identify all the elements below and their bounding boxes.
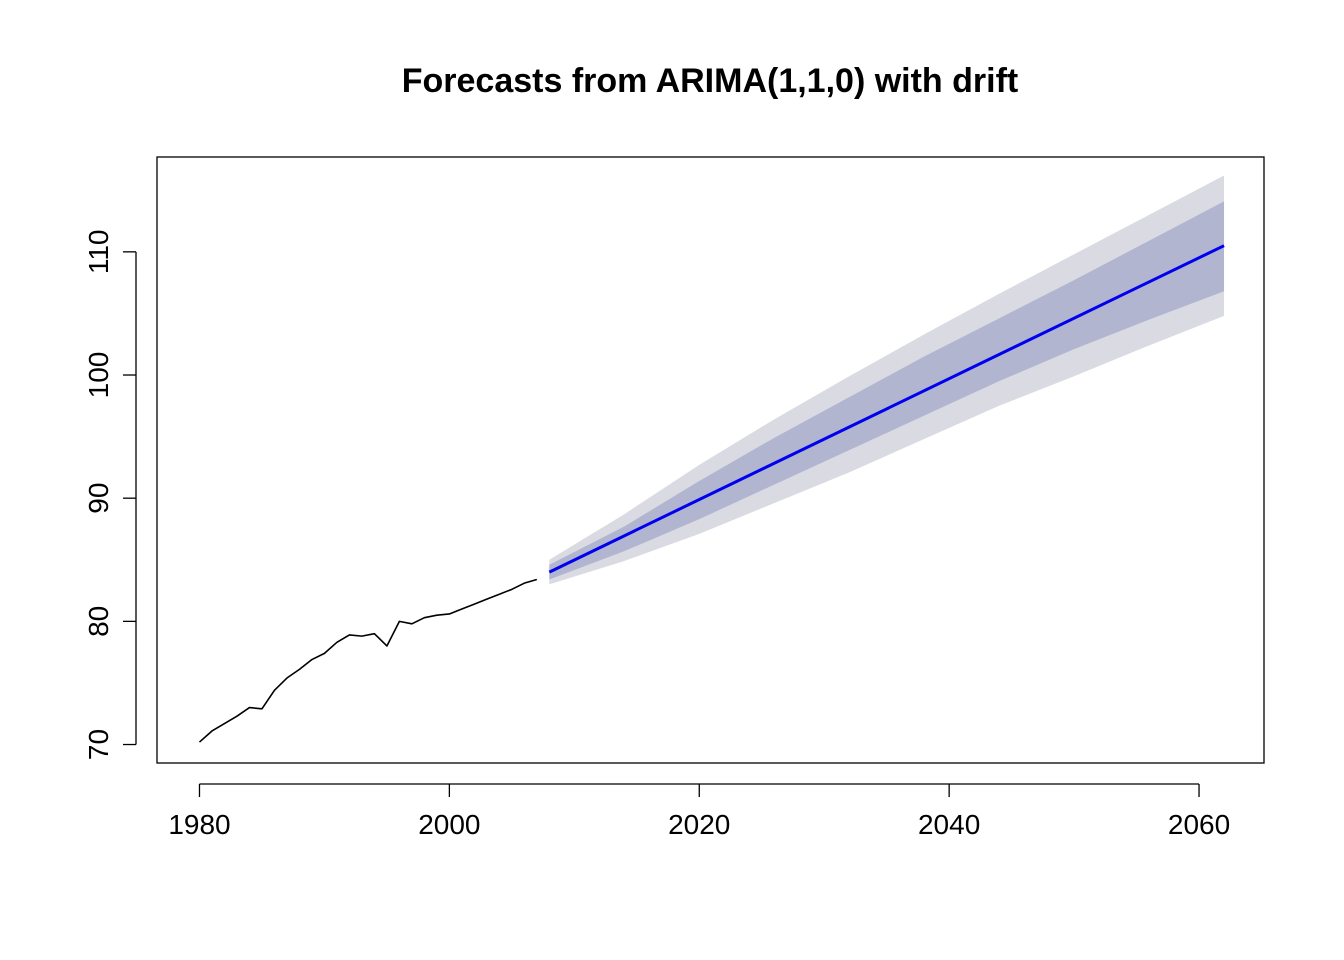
x-tick-label: 2060: [1168, 809, 1230, 840]
interval-band-80: [549, 201, 1225, 580]
y-tick-label: 80: [83, 606, 114, 637]
series-lines: [198, 244, 1225, 743]
forecast-line: [548, 244, 1225, 574]
x-tick-label: 2020: [668, 809, 730, 840]
y-tick-label: 100: [83, 352, 114, 399]
x-tick-label: 2040: [918, 809, 980, 840]
chart-title: Forecasts from ARIMA(1,1,0) with drift: [402, 62, 1018, 100]
prediction-intervals: [549, 175, 1225, 585]
plot-frame: [156, 156, 1265, 764]
x-tick-label: 1980: [168, 809, 230, 840]
y-axis: 70 80 90 100 110: [83, 230, 137, 760]
y-tick-label: 70: [83, 729, 114, 760]
observed-line: [198, 578, 538, 743]
x-axis: 1980 2000 2020 2040 2060: [168, 783, 1230, 840]
y-tick-label: 90: [83, 483, 114, 514]
y-tick-label: 110: [83, 230, 114, 275]
x-tick-label: 2000: [418, 809, 480, 840]
